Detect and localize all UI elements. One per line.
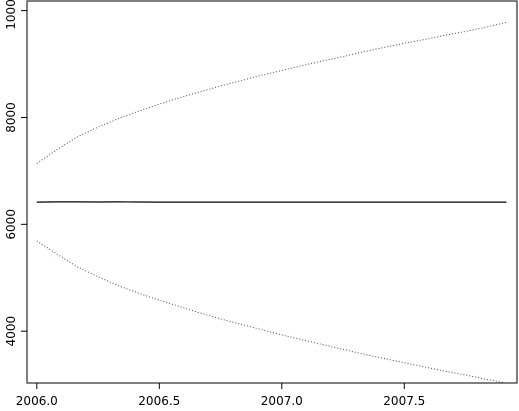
y-tick-label: 6000 [4,209,18,240]
x-tick-label: 2006.0 [16,394,58,408]
x-tick-label: 2006.5 [138,394,180,408]
x-tick-label: 2007.5 [383,394,425,408]
series-layer [36,21,507,384]
x-axis: 2006.0 2006.5 2007.0 2007.5 [16,383,425,408]
y-tick-label: 8000 [4,102,18,133]
plot-frame [26,0,518,384]
y-tick-label: 10000 [4,0,18,30]
y-axis: 4000 6000 8000 10000 [4,0,27,346]
lower-interval-line [36,240,507,384]
y-tick-label: 4000 [4,316,18,347]
upper-interval-line [36,21,507,164]
x-tick-label: 2007.0 [261,394,303,408]
